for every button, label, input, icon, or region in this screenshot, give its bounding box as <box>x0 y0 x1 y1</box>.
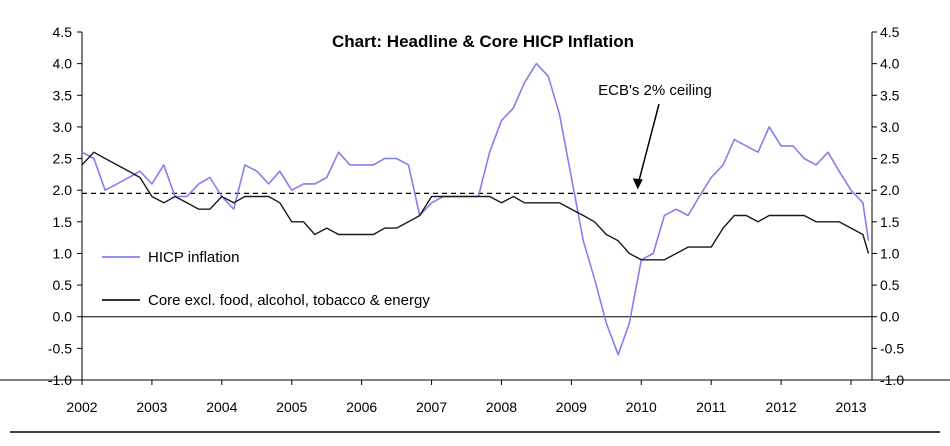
legend-label-core: Core excl. food, alcohol, tobacco & ener… <box>148 292 430 309</box>
y-tick-label-right: 1.0 <box>880 245 900 261</box>
y-tick-label-left: -1.0 <box>48 372 72 388</box>
x-tick-label: 2012 <box>766 399 797 415</box>
y-tick-label-left: 1.0 <box>53 245 73 261</box>
y-tick-label-left: 3.0 <box>53 119 73 135</box>
annotation-arrow <box>637 103 660 186</box>
y-tick-label-right: 2.5 <box>880 151 900 167</box>
x-tick-label: 2007 <box>416 399 447 415</box>
annotation-arrowhead <box>632 178 643 190</box>
y-tick-label-right: 4.5 <box>880 24 900 40</box>
x-tick-label: 2013 <box>835 399 866 415</box>
x-tick-label: 2005 <box>276 399 307 415</box>
x-tick-label: 2010 <box>626 399 657 415</box>
x-tick-label: 2006 <box>346 399 377 415</box>
y-tick-label-left: -0.5 <box>48 340 72 356</box>
y-tick-label-left: 0.5 <box>53 277 73 293</box>
legend-label-hicp: HICP inflation <box>148 249 239 266</box>
y-tick-label-right: 0.5 <box>880 277 900 293</box>
y-tick-label-left: 4.0 <box>53 56 73 72</box>
x-tick-label: 2004 <box>206 399 237 415</box>
y-tick-label-right: 3.5 <box>880 87 900 103</box>
y-tick-label-left: 2.0 <box>53 182 73 198</box>
x-tick-label: 2003 <box>136 399 167 415</box>
y-tick-label-right: 1.5 <box>880 214 900 230</box>
y-tick-label-right: 0.0 <box>880 309 900 325</box>
chart-title: Chart: Headline & Core HICP Inflation <box>332 32 634 51</box>
y-tick-label-right: 4.0 <box>880 56 900 72</box>
y-tick-label-left: 3.5 <box>53 87 73 103</box>
y-tick-label-right: -1.0 <box>880 372 904 388</box>
x-tick-label: 2009 <box>556 399 587 415</box>
y-tick-label-left: 2.5 <box>53 151 73 167</box>
y-tick-label-right: 2.0 <box>880 182 900 198</box>
core-inflation-line <box>81 151 870 261</box>
y-tick-label-right: -0.5 <box>880 340 904 356</box>
x-tick-label: 2008 <box>486 399 517 415</box>
y-tick-label-left: 1.5 <box>53 214 73 230</box>
y-tick-label-left: 0.0 <box>53 309 73 325</box>
y-tick-label-right: 3.0 <box>880 119 900 135</box>
x-tick-label: 2002 <box>66 399 97 415</box>
x-tick-label: 2011 <box>696 399 726 415</box>
y-tick-label-left: 4.5 <box>53 24 73 40</box>
annotation-label: ECB's 2% ceiling <box>598 82 712 99</box>
